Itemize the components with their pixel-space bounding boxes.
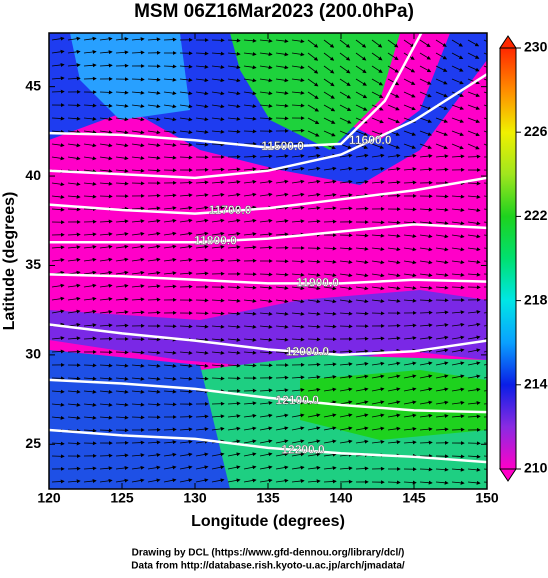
wind-arrow [148, 339, 160, 340]
wind-arrow [132, 417, 144, 418]
contour-label: 11700.0 [209, 203, 252, 217]
contour-label: 12100.0 [276, 393, 320, 407]
colorbar-min-arrow [500, 469, 516, 481]
colorbar [500, 48, 516, 469]
y-tick-label: 30 [25, 346, 41, 362]
wind-arrow [308, 364, 320, 365]
colorbar-max-arrow [500, 36, 516, 48]
colorbar-tick-label: 218 [524, 291, 548, 307]
x-tick-label: 130 [183, 490, 207, 506]
x-tick-label: 120 [37, 490, 61, 506]
wind-arrow [436, 196, 448, 197]
wind-arrow [468, 156, 480, 157]
contour-label: 11500.0 [261, 139, 304, 153]
x-tick-label: 135 [256, 490, 280, 506]
wind-arrow [68, 209, 80, 210]
wind-arrow [244, 131, 256, 132]
contour-label: 12200.0 [281, 443, 325, 457]
y-tick-label: 25 [25, 435, 41, 451]
y-tick-label: 35 [25, 256, 41, 272]
contour-label: 12000.0 [286, 345, 330, 359]
wind-arrow [404, 209, 416, 210]
footer-line: Data from http://database.rish.kyoto-u.a… [131, 561, 405, 572]
footer-line: Drawing by DCL (https://www.gfd-dennou.o… [132, 548, 405, 559]
colorbar-tick-label: 230 [524, 39, 548, 55]
x-tick-label: 145 [402, 490, 426, 506]
wind-arrow [308, 339, 320, 340]
x-tick-label: 125 [110, 490, 134, 506]
wind-arrow [484, 299, 496, 300]
wind-arrow [132, 442, 144, 443]
x-tick-label: 150 [475, 490, 499, 506]
colorbar-tick-label: 226 [524, 123, 548, 139]
y-tick-label: 40 [25, 167, 41, 183]
wind-arrow [148, 312, 160, 313]
colorbar-tick-label: 222 [524, 207, 548, 223]
colorbar-tick-label: 210 [524, 460, 548, 476]
wind-arrow [420, 469, 432, 470]
wind-arrow [100, 430, 112, 431]
colorbar-tick-label: 214 [524, 376, 548, 392]
wind-arrow [276, 377, 288, 378]
chart-title: MSM 06Z16Mar2023 (200.0hPa) [134, 1, 414, 22]
wind-arrow [212, 169, 224, 170]
wind-arrow [132, 79, 144, 80]
x-axis-label: Longitude (degrees) [191, 513, 345, 530]
wind-arrow [180, 182, 192, 183]
contour-label: 11600.0 [349, 133, 392, 147]
wind-arrow [260, 274, 272, 275]
contour-label: 11900.0 [296, 276, 339, 290]
contour-label: 11800.0 [194, 233, 237, 247]
wind-arrow [420, 442, 432, 443]
wind-arrow [100, 455, 112, 456]
wind-arrow [116, 352, 128, 353]
wind-arrow [164, 39, 176, 40]
y-axis-label: Latitude (degrees) [1, 192, 18, 331]
wind-arrow [228, 287, 240, 288]
x-tick-label: 140 [329, 490, 353, 506]
y-tick-label: 45 [25, 77, 41, 93]
